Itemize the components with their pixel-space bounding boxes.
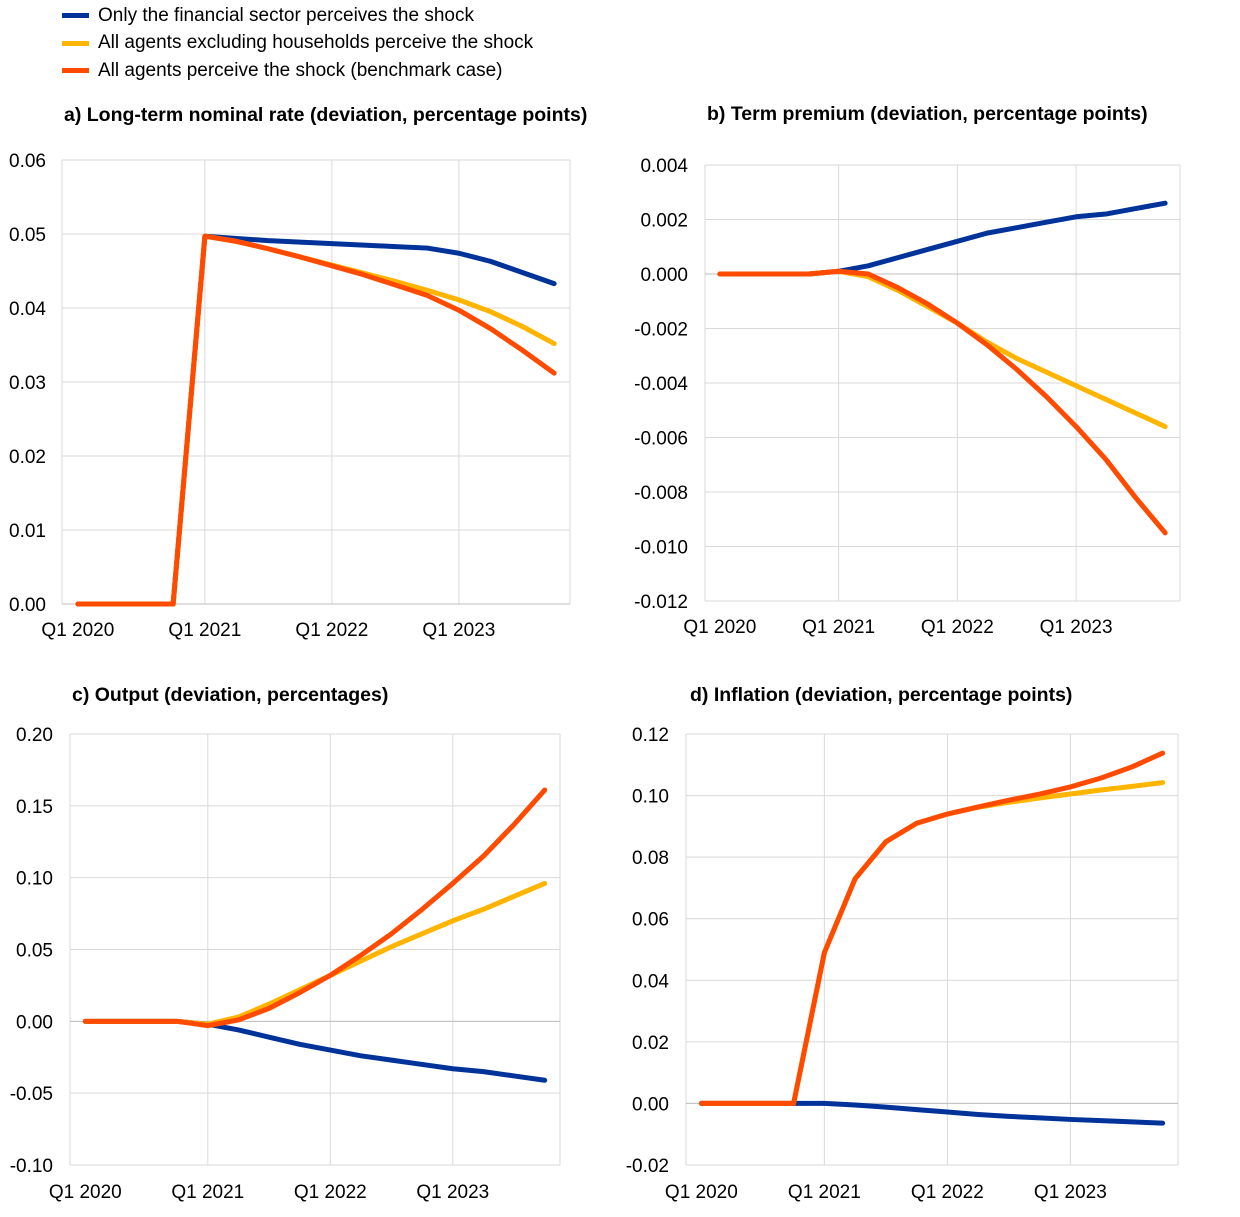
- x-tick-label: Q1 2020: [665, 1182, 738, 1203]
- series-line: [698, 750, 1166, 1106]
- x-tick-label: Q1 2023: [416, 1182, 489, 1203]
- x-tick-label: Q1 2022: [294, 1182, 367, 1203]
- y-tick-label: -0.008: [634, 483, 688, 504]
- plot-output: -0.10 -0.05 0.00 0.05 0.10 0.15 0.20 Q1 2020 Q1 …: [10, 725, 561, 1203]
- legend-swatch: [62, 13, 89, 19]
- y-tick-label: -0.004: [634, 374, 688, 395]
- legend-label: All agents perceive the shock (benchmark…: [98, 59, 503, 81]
- y-tick-label: 0.05: [16, 941, 53, 962]
- x-tick-label: Q1 2023: [1034, 1182, 1107, 1203]
- legend-label: All agents excluding households perceive…: [98, 32, 534, 54]
- y-tick-label: 0.06: [9, 151, 46, 172]
- series-line: [717, 268, 1168, 430]
- plot-inflation: -0.02 0.00 0.02 0.04 0.06 0.08 0.10 0.12 Q1 2020…: [626, 725, 1179, 1203]
- y-tick-label: 0.03: [9, 373, 46, 394]
- chart-legend: Only the financial sector perceives the …: [62, 2, 533, 85]
- x-tick-label: Q1 2021: [171, 1182, 244, 1203]
- legend-swatch: [62, 68, 89, 74]
- y-tick-label: -0.10: [10, 1156, 53, 1177]
- x-tick-label: Q1 2020: [49, 1182, 122, 1203]
- legend-item-financial: Only the financial sector perceives the …: [62, 2, 533, 30]
- series-line: [82, 1018, 548, 1083]
- series-line: [717, 268, 1168, 536]
- series-line: [75, 233, 557, 607]
- legend-label: Only the financial sector perceives the …: [98, 4, 474, 26]
- x-tick-label: Q1 2020: [41, 620, 114, 641]
- legend-swatch: [62, 40, 89, 46]
- y-tick-label: -0.012: [634, 592, 688, 613]
- y-tick-label: 0.04: [9, 299, 46, 320]
- y-tick-label: -0.010: [634, 538, 688, 559]
- y-tick-label: 0.06: [632, 910, 669, 931]
- chart-title: c) Output (deviation, percentages): [72, 684, 389, 706]
- x-tick-label: Q1 2021: [802, 617, 875, 638]
- x-tick-label: Q1 2023: [422, 620, 495, 641]
- y-tick-label: 0.05: [9, 225, 46, 246]
- y-tick-label: 0.12: [632, 725, 669, 746]
- x-tick-label: Q1 2023: [1040, 617, 1113, 638]
- chart-title: d) Inflation (deviation, percentage poin…: [690, 684, 1073, 706]
- chart-title: a) Long-term nominal rate (deviation, pe…: [64, 104, 588, 126]
- x-tick-label: Q1 2022: [911, 1182, 984, 1203]
- x-tick-label: Q1 2022: [921, 617, 994, 638]
- y-tick-label: 0.15: [16, 797, 53, 818]
- series-line: [75, 233, 557, 607]
- y-tick-label: 0.01: [9, 521, 46, 542]
- y-tick-label: 0.20: [16, 725, 53, 746]
- y-tick-label: 0.002: [640, 211, 688, 232]
- legend-item-benchmark: All agents perceive the shock (benchmark…: [62, 57, 533, 85]
- series-line: [698, 780, 1166, 1106]
- series-line: [82, 880, 548, 1027]
- y-tick-label: 0.10: [632, 787, 669, 808]
- y-tick-label: 0.02: [9, 447, 46, 468]
- y-tick-label: 0.00: [632, 1094, 669, 1115]
- x-tick-label: Q1 2022: [295, 620, 368, 641]
- series-line: [698, 1100, 1166, 1126]
- y-tick-label: 0.00: [16, 1012, 53, 1033]
- x-tick-label: Q1 2021: [168, 620, 241, 641]
- legend-item-excl-households: All agents excluding households perceive…: [62, 30, 533, 58]
- plot-long-term-rate: 0.00 0.01 0.02 0.03 0.04 0.05 0.06 Q1 2020 Q1 20…: [9, 151, 571, 641]
- series-line: [82, 787, 548, 1029]
- y-tick-label: 0.004: [640, 156, 688, 177]
- y-tick-label: 0.02: [632, 1033, 669, 1054]
- y-tick-label: 0.00: [9, 595, 46, 616]
- y-tick-label: -0.02: [626, 1156, 669, 1177]
- y-tick-label: -0.006: [634, 429, 688, 450]
- y-tick-label: -0.05: [10, 1084, 53, 1105]
- series-line: [75, 233, 557, 607]
- chart-title: b) Term premium (deviation, percentage p…: [707, 103, 1148, 125]
- y-tick-label: 0.000: [640, 265, 688, 286]
- series-line: [717, 200, 1168, 277]
- x-tick-label: Q1 2020: [683, 617, 756, 638]
- plot-term-premium: -0.012 -0.010 -0.008 -0.006 -0.004 -0.002 0.00…: [634, 156, 1181, 638]
- x-tick-label: Q1 2021: [788, 1182, 861, 1203]
- y-tick-label: 0.08: [632, 848, 669, 869]
- y-tick-label: 0.10: [16, 869, 53, 890]
- y-tick-label: 0.04: [632, 971, 669, 992]
- y-tick-label: -0.002: [634, 320, 688, 341]
